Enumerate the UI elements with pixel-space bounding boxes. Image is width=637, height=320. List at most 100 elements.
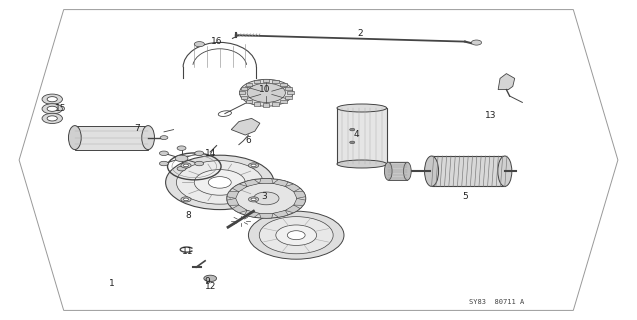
Polygon shape [227,191,239,198]
Polygon shape [294,191,306,198]
Ellipse shape [141,126,154,150]
Circle shape [248,163,259,168]
Circle shape [287,231,305,240]
Circle shape [350,128,355,131]
Circle shape [166,155,274,210]
Bar [280,83,287,86]
Text: 2: 2 [357,29,362,38]
Polygon shape [285,205,300,213]
Ellipse shape [424,156,438,186]
Polygon shape [273,180,288,186]
Text: 1: 1 [108,279,115,288]
Circle shape [259,217,333,254]
Polygon shape [285,184,300,192]
Bar [241,96,247,99]
Polygon shape [498,74,515,90]
Circle shape [276,225,317,245]
Bar [246,100,252,103]
Text: 9: 9 [204,277,210,286]
Bar [285,96,292,99]
Bar [273,102,279,106]
Circle shape [183,198,189,201]
Circle shape [251,198,256,201]
Bar [337,108,387,164]
Circle shape [350,141,355,144]
Text: 16: 16 [211,37,222,46]
Bar [287,91,294,94]
Text: 4: 4 [354,130,359,139]
Polygon shape [259,213,273,218]
Circle shape [194,170,245,195]
Circle shape [159,161,168,166]
Circle shape [176,161,263,204]
Polygon shape [231,118,260,135]
Bar [263,103,269,107]
Circle shape [47,116,57,121]
Ellipse shape [337,160,387,168]
Text: 7: 7 [134,124,140,132]
Text: 15: 15 [55,104,66,113]
Circle shape [471,40,482,45]
Circle shape [175,155,188,162]
Ellipse shape [68,126,81,150]
Text: 13: 13 [485,111,496,120]
Circle shape [181,163,191,168]
Text: 5: 5 [462,192,468,201]
Text: 6: 6 [245,136,252,145]
Polygon shape [245,211,259,217]
Circle shape [47,106,57,111]
Polygon shape [273,211,288,217]
Ellipse shape [497,156,512,186]
Circle shape [177,146,186,150]
Polygon shape [227,198,239,205]
Bar [432,156,505,186]
Text: 10: 10 [259,85,270,94]
Ellipse shape [404,162,412,180]
Bar [263,79,269,82]
Text: 14: 14 [204,149,216,158]
Bar [241,86,247,90]
Circle shape [236,183,297,214]
Ellipse shape [384,162,392,180]
Circle shape [240,79,293,106]
Circle shape [177,166,186,171]
Circle shape [247,83,285,102]
Bar [254,80,260,83]
Text: 3: 3 [261,192,268,201]
Circle shape [160,136,168,140]
Polygon shape [233,205,247,213]
Circle shape [208,177,231,188]
Polygon shape [233,184,247,192]
Bar [280,100,287,103]
Polygon shape [294,198,306,205]
Bar [273,80,279,83]
Bar [239,91,245,94]
Circle shape [42,94,62,104]
Circle shape [183,164,189,167]
Circle shape [251,164,256,167]
Polygon shape [245,180,259,186]
Circle shape [195,161,204,166]
Circle shape [181,197,191,202]
Circle shape [248,197,259,202]
Ellipse shape [337,104,387,112]
Bar [388,162,408,180]
Text: 8: 8 [185,212,191,220]
Polygon shape [259,179,273,183]
Text: 12: 12 [204,282,216,291]
Circle shape [248,211,344,259]
Circle shape [254,192,279,205]
Circle shape [42,113,62,124]
Circle shape [42,104,62,114]
Text: 11: 11 [182,247,194,256]
Bar [246,83,252,86]
Bar [285,86,292,90]
Circle shape [159,151,168,156]
Circle shape [195,151,204,156]
Circle shape [227,179,306,218]
Circle shape [47,97,57,102]
Circle shape [204,275,217,282]
Bar [254,102,260,106]
Circle shape [194,42,204,47]
Text: SY83  80711 A: SY83 80711 A [469,300,524,305]
